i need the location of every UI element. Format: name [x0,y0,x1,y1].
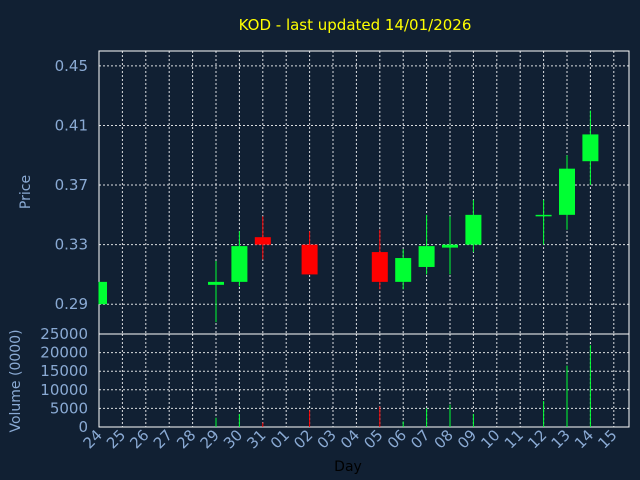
candle-body [535,214,552,217]
x-tick-label: 08 [431,426,457,452]
volume-grid [99,334,629,427]
x-tick-label: 26 [126,426,152,452]
candle-body [418,246,435,267]
x-tick-label: 25 [103,426,129,452]
price-y-ticks: 0.29 0.33 0.37 0.41 0.45 [55,57,88,313]
x-tick-label: 07 [407,426,433,452]
price-y-tick-label: 0.41 [55,116,88,134]
candle-body [99,281,107,305]
volume-y-tick-label: 10000 [40,381,88,399]
volume-y-tick-label: 15000 [40,362,88,380]
x-tick-label: 09 [454,426,480,452]
candle-body [301,244,318,275]
price-candles [98,110,599,323]
price-plot-frame [98,50,630,335]
volume-y-tick-label: 20000 [40,344,88,362]
candle-body [371,252,388,282]
x-axis-label: Day [334,459,362,475]
price-y-tick-label: 0.29 [55,295,88,313]
candle-body [231,246,248,282]
x-tick-label: 01 [267,426,293,452]
x-tick-label: 06 [384,426,410,452]
x-tick-label: 11 [501,426,527,452]
x-tick-label: 12 [524,426,550,452]
price-panel: 0.29 0.33 0.37 0.41 0.45 Price [18,50,630,335]
price-grid [99,51,629,334]
x-tick-label: 04 [337,426,363,452]
price-y-tick-label: 0.45 [55,57,88,75]
x-tick-label: 31 [243,426,269,452]
volume-bars [215,345,591,427]
volume-y-tick-label: 25000 [40,325,88,343]
candle-body [254,237,271,245]
x-tick-label: 05 [360,426,386,452]
x-tick-label: 03 [314,426,340,452]
candle-body [465,214,482,245]
x-tick-label: 28 [173,426,199,452]
x-axis-ticks: 2425262728293031010203040506070809101112… [80,426,621,452]
price-y-tick-label: 0.37 [55,176,88,194]
volume-y-axis-label: Volume (0000) [8,329,24,432]
candle-body [395,258,412,282]
candle-body [559,168,575,215]
x-tick-label: 14 [571,426,597,452]
volume-plot-frame [98,333,630,428]
price-y-tick-label: 0.33 [55,236,88,254]
x-tick-label: 30 [220,426,246,452]
volume-y-tick-label: 5000 [50,399,88,417]
x-tick-label: 13 [548,426,574,452]
x-tick-label: 27 [150,426,176,452]
candle-body [442,244,458,248]
x-tick-label: 10 [477,426,503,452]
x-tick-label: 29 [197,426,223,452]
price-y-axis-label: Price [18,175,34,209]
candle-body [582,134,599,162]
x-tick-label: 15 [594,426,620,452]
volume-y-tick-label: 0 [78,418,88,436]
chart-title: KOD - last updated 14/01/2026 [239,16,472,34]
x-tick-label: 02 [290,426,316,452]
candle-body [208,281,224,285]
